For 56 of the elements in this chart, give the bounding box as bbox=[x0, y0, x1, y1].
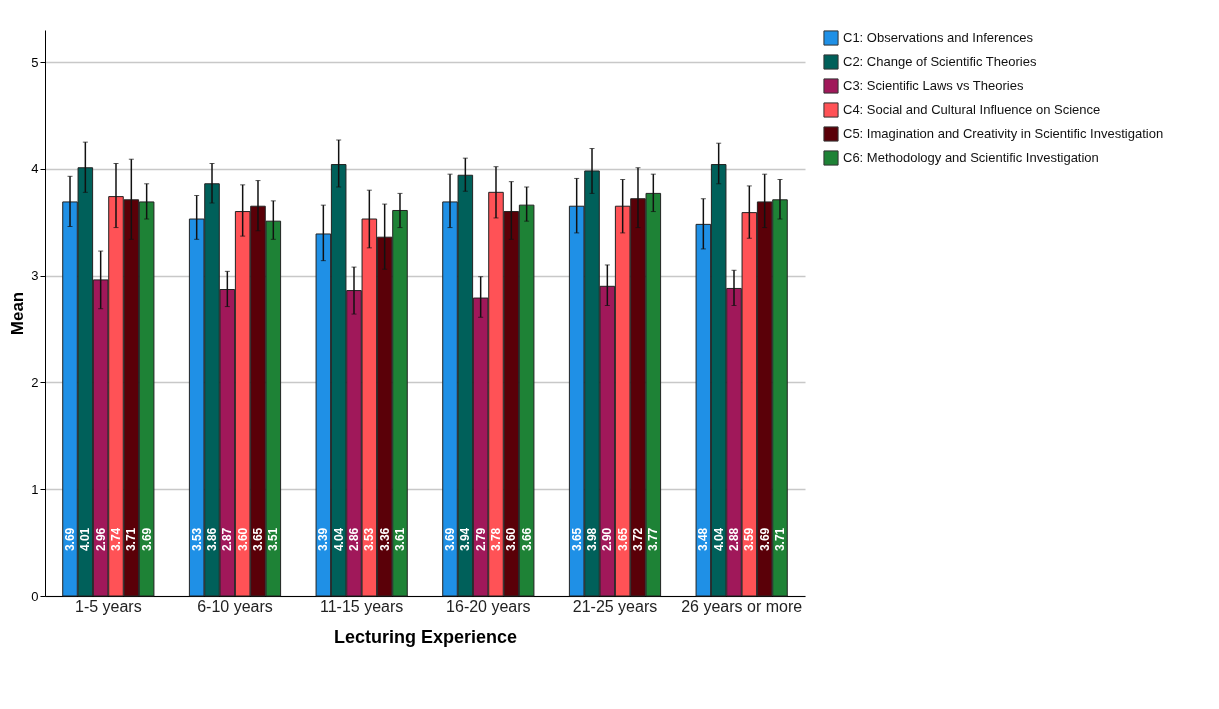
data-label: 3.69 bbox=[139, 527, 154, 552]
legend-label: C5: Imagination and Creativity in Scientific Investigation bbox=[843, 126, 1164, 141]
y-tick-label: 5 bbox=[31, 54, 39, 70]
data-label: 3.78 bbox=[489, 527, 503, 552]
data-label: 3.69 bbox=[63, 527, 78, 552]
data-label: 3.86 bbox=[205, 527, 220, 552]
data-label: 3.51 bbox=[266, 527, 281, 552]
data-label: 2.88 bbox=[727, 527, 741, 552]
data-label: 3.59 bbox=[742, 527, 757, 552]
x-tick-label: 16-20 years bbox=[446, 597, 531, 615]
data-label: 2.96 bbox=[93, 527, 108, 552]
data-label: 2.86 bbox=[347, 527, 361, 552]
x-tick-label: 6-10 years bbox=[197, 597, 273, 615]
legend-label: C3: Scientific Laws vs Theories bbox=[843, 78, 1024, 93]
legend-label: C1: Observations and Inferences bbox=[843, 30, 1034, 45]
data-label: 3.53 bbox=[189, 527, 204, 552]
data-label: 4.04 bbox=[331, 527, 346, 552]
data-label: 3.71 bbox=[124, 527, 139, 552]
legend-label: C6: Methodology and Scientific Investigation bbox=[843, 150, 1099, 165]
data-label: 3.65 bbox=[569, 527, 584, 552]
data-label: 2.90 bbox=[600, 527, 615, 552]
data-label: 4.04 bbox=[711, 527, 726, 552]
data-label: 3.98 bbox=[585, 527, 600, 552]
y-tick-label: 3 bbox=[31, 268, 39, 284]
data-label: 3.69 bbox=[757, 527, 772, 552]
data-label: 3.39 bbox=[316, 527, 331, 552]
x-tick-label: 1-5 years bbox=[74, 597, 142, 615]
y-tick-label: 2 bbox=[31, 374, 39, 390]
legend-label: C2: Change of Scientific Theories bbox=[843, 54, 1037, 69]
x-tick-label: 26 years or more bbox=[681, 597, 803, 615]
data-label: 3.36 bbox=[377, 527, 392, 552]
data-label: 3.71 bbox=[772, 527, 787, 552]
y-tick-label: 0 bbox=[31, 588, 39, 604]
data-label: 3.65 bbox=[615, 527, 630, 552]
x-tick-label: 11-15 years bbox=[320, 597, 404, 615]
data-label: 3.53 bbox=[362, 527, 377, 552]
data-label: 2.87 bbox=[220, 527, 235, 552]
data-label: 3.65 bbox=[250, 527, 265, 552]
data-label: 3.94 bbox=[458, 527, 473, 552]
y-tick-label: 1 bbox=[31, 481, 39, 497]
data-label: 3.66 bbox=[519, 527, 534, 552]
legend-label: C4: Social and Cultural Influence on Science bbox=[843, 102, 1101, 117]
data-label: 3.48 bbox=[696, 527, 711, 552]
x-tick-label: 21-25 years bbox=[572, 597, 658, 615]
x-axis-title: Lecturing Experience bbox=[333, 626, 518, 647]
data-label: 3.60 bbox=[235, 527, 250, 552]
data-label: 3.74 bbox=[109, 527, 123, 552]
y-axis-title: Mean bbox=[8, 291, 28, 336]
y-tick-label: 4 bbox=[31, 161, 39, 177]
data-label: 3.61 bbox=[392, 527, 407, 552]
data-label: 3.77 bbox=[646, 527, 661, 552]
data-label: 2.79 bbox=[473, 527, 488, 552]
data-label: 3.69 bbox=[443, 527, 458, 552]
data-label: 3.60 bbox=[504, 527, 519, 552]
data-label: 3.72 bbox=[630, 527, 645, 552]
data-label: 4.01 bbox=[78, 527, 93, 552]
